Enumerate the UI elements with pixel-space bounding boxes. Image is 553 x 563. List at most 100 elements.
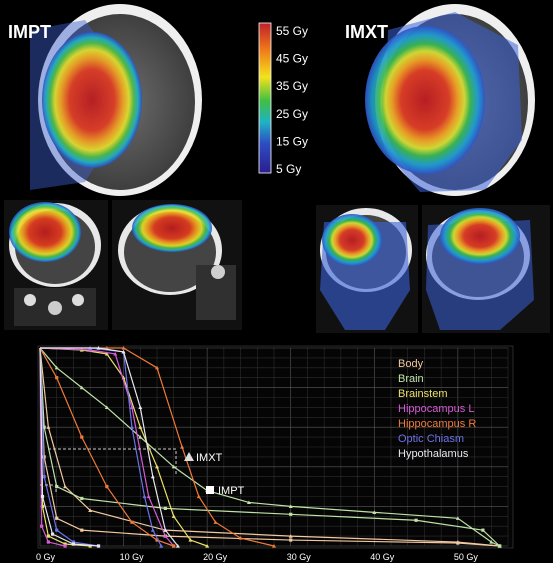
- impt-coronal-ct: [4, 200, 108, 330]
- dvh-curves: [39, 346, 502, 548]
- imxt-dashed-annotation: [48, 448, 177, 476]
- dvh-point-imxt: [54, 365, 59, 370]
- legend-entry: Hypothalamus: [398, 448, 469, 460]
- dvh-point-imxt: [489, 540, 494, 544]
- dvh-point-impt: [71, 542, 76, 546]
- dvh-point-impt: [50, 532, 55, 536]
- dvh-point-impt: [172, 544, 176, 548]
- impt-sagittal-ct: [112, 200, 242, 330]
- dvh-point-impt: [80, 528, 84, 532]
- x-tick-label: 20 Gy: [203, 552, 228, 562]
- imxt-sagittal-ct: [422, 205, 550, 333]
- dvh-point-impt: [80, 435, 84, 439]
- dvh-point-imxt: [238, 536, 243, 540]
- x-tick-label: 40 Gy: [370, 552, 395, 562]
- dvh-point-impt: [88, 544, 92, 548]
- dvh-point-impt: [105, 485, 109, 489]
- dvh-curve-imxt: [39, 347, 500, 547]
- x-tick-label: 30 Gy: [287, 552, 312, 562]
- legend-entry: Brain: [398, 373, 424, 385]
- dvh-point-impt: [414, 518, 418, 522]
- x-tick-label: 0 Gy: [36, 552, 56, 562]
- dvh-point-impt: [96, 544, 101, 548]
- dvh-point-imxt: [272, 544, 276, 548]
- dvh-point-impt: [55, 376, 59, 380]
- imxt-coronal-ct: [316, 205, 418, 333]
- dvh-point-imxt: [455, 516, 460, 520]
- dvh-point-imxt: [138, 405, 143, 409]
- dvh-point-impt: [55, 516, 59, 520]
- legend-entry: Optic Chiasm: [398, 433, 464, 445]
- dvh-point-imxt: [205, 544, 210, 548]
- impt-panel-label: IMPT: [8, 22, 51, 42]
- dvh-point-imxt: [188, 538, 193, 542]
- dvh-point-imxt: [138, 435, 143, 439]
- x-tick-label: 10 Gy: [120, 552, 145, 562]
- dvh-point-imxt: [150, 528, 155, 532]
- colorbar-label: 25 Gy: [276, 107, 308, 121]
- dvh-curve-impt: [39, 347, 66, 547]
- colorbar-labels: 55 Gy 45 Gy 35 Gy 25 Gy 15 Gy 5 Gy: [276, 24, 308, 176]
- dvh-point-impt: [46, 534, 50, 538]
- dvh-point-imxt: [372, 510, 377, 514]
- dvh-point-imxt: [163, 528, 168, 532]
- dvh-chart: 0 Gy 10 Gy 20 Gy 30 Gy 40 Gy 50 Gy BodyBrainB…: [36, 345, 514, 562]
- dvh-point-imxt: [175, 544, 180, 548]
- impt-square-marker: [206, 486, 214, 494]
- legend-entry: Body: [398, 358, 424, 370]
- ct-images: IMPT IMXT: [4, 4, 550, 333]
- dvh-point-imxt: [79, 385, 84, 390]
- dvh-point-impt: [80, 496, 84, 501]
- dvh-point-imxt: [150, 474, 155, 479]
- dvh-point-imxt: [96, 346, 101, 350]
- dvh-point-impt: [40, 524, 44, 528]
- dvh-point-imxt: [104, 405, 109, 409]
- impt-dashed-annotation: [40, 484, 57, 494]
- dvh-point-imxt: [180, 445, 185, 449]
- dvh-point-impt: [289, 512, 293, 516]
- dvh-point-imxt: [138, 425, 143, 429]
- dvh-point-imxt: [129, 405, 134, 409]
- impt-axial-ct: [30, 4, 202, 196]
- dvh-point-imxt: [213, 520, 218, 524]
- imxt-axial-ct: [365, 4, 535, 196]
- dvh-point-imxt: [88, 347, 93, 352]
- dvh-point-impt: [46, 540, 50, 544]
- colorbar-label: 5 Gy: [276, 162, 301, 176]
- dvh-point-imxt: [121, 349, 126, 354]
- dvh-point-imxt: [155, 464, 159, 469]
- dvh-point-impt: [42, 425, 46, 429]
- dvh-point-impt: [40, 504, 45, 508]
- legend-entry: Hippocampus L: [398, 403, 474, 415]
- dvh-point-impt: [63, 542, 67, 546]
- dvh-point-impt: [63, 544, 67, 548]
- legend-entry: Hippocampus R: [398, 418, 476, 430]
- dvh-point-impt: [40, 494, 45, 499]
- dvh-point-impt: [55, 485, 59, 489]
- dvh-point-impt: [289, 538, 293, 542]
- dvh-point-imxt: [121, 346, 126, 350]
- dvh-point-imxt: [288, 504, 293, 508]
- dvh-point-impt: [481, 528, 485, 532]
- impt-annotation-label: IMPT: [218, 485, 245, 497]
- dvh-point-impt: [163, 506, 167, 510]
- dvh-point-imxt: [88, 508, 93, 512]
- dvh-point-impt: [55, 528, 59, 532]
- dvh-point-impt: [71, 540, 76, 544]
- dvh-point-imxt: [288, 534, 293, 538]
- imxt-annotation-label: IMXT: [196, 452, 223, 464]
- colorbar-label: 15 Gy: [276, 134, 308, 148]
- dvh-point-imxt: [142, 494, 147, 499]
- x-tick-label: 50 Gy: [454, 552, 479, 562]
- dvh-point-imxt: [155, 365, 159, 370]
- dvh-point-impt: [42, 455, 46, 459]
- dvh-point-impt: [155, 538, 159, 542]
- colorbar-label: 45 Gy: [276, 52, 308, 66]
- dose-colorbar: 55 Gy 45 Gy 35 Gy 25 Gy 15 Gy 5 Gy: [258, 22, 308, 176]
- imxt-panel-label: IMXT: [345, 22, 388, 42]
- dvh-point-imxt: [129, 425, 134, 429]
- dvh-point-imxt: [171, 464, 176, 469]
- dvh-point-imxt: [196, 494, 201, 499]
- dvh-point-imxt: [63, 484, 68, 489]
